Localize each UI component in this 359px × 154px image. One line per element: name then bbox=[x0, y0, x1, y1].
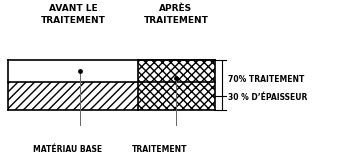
Bar bbox=[138, 60, 215, 96]
Text: 70% TRAITEMENT: 70% TRAITEMENT bbox=[228, 75, 304, 83]
Bar bbox=[138, 60, 215, 110]
Bar bbox=[8, 60, 138, 82]
Text: APRÈS
TRAITEMENT: APRÈS TRAITEMENT bbox=[144, 4, 209, 25]
Text: AVANT LE
TRAITEMENT: AVANT LE TRAITEMENT bbox=[41, 4, 106, 25]
Bar bbox=[8, 82, 138, 110]
Text: TRAITEMENT: TRAITEMENT bbox=[132, 145, 188, 154]
Text: 30 % D’ÉPAISSEUR: 30 % D’ÉPAISSEUR bbox=[228, 93, 307, 101]
Text: MATÉRIAU BASE: MATÉRIAU BASE bbox=[33, 145, 103, 154]
